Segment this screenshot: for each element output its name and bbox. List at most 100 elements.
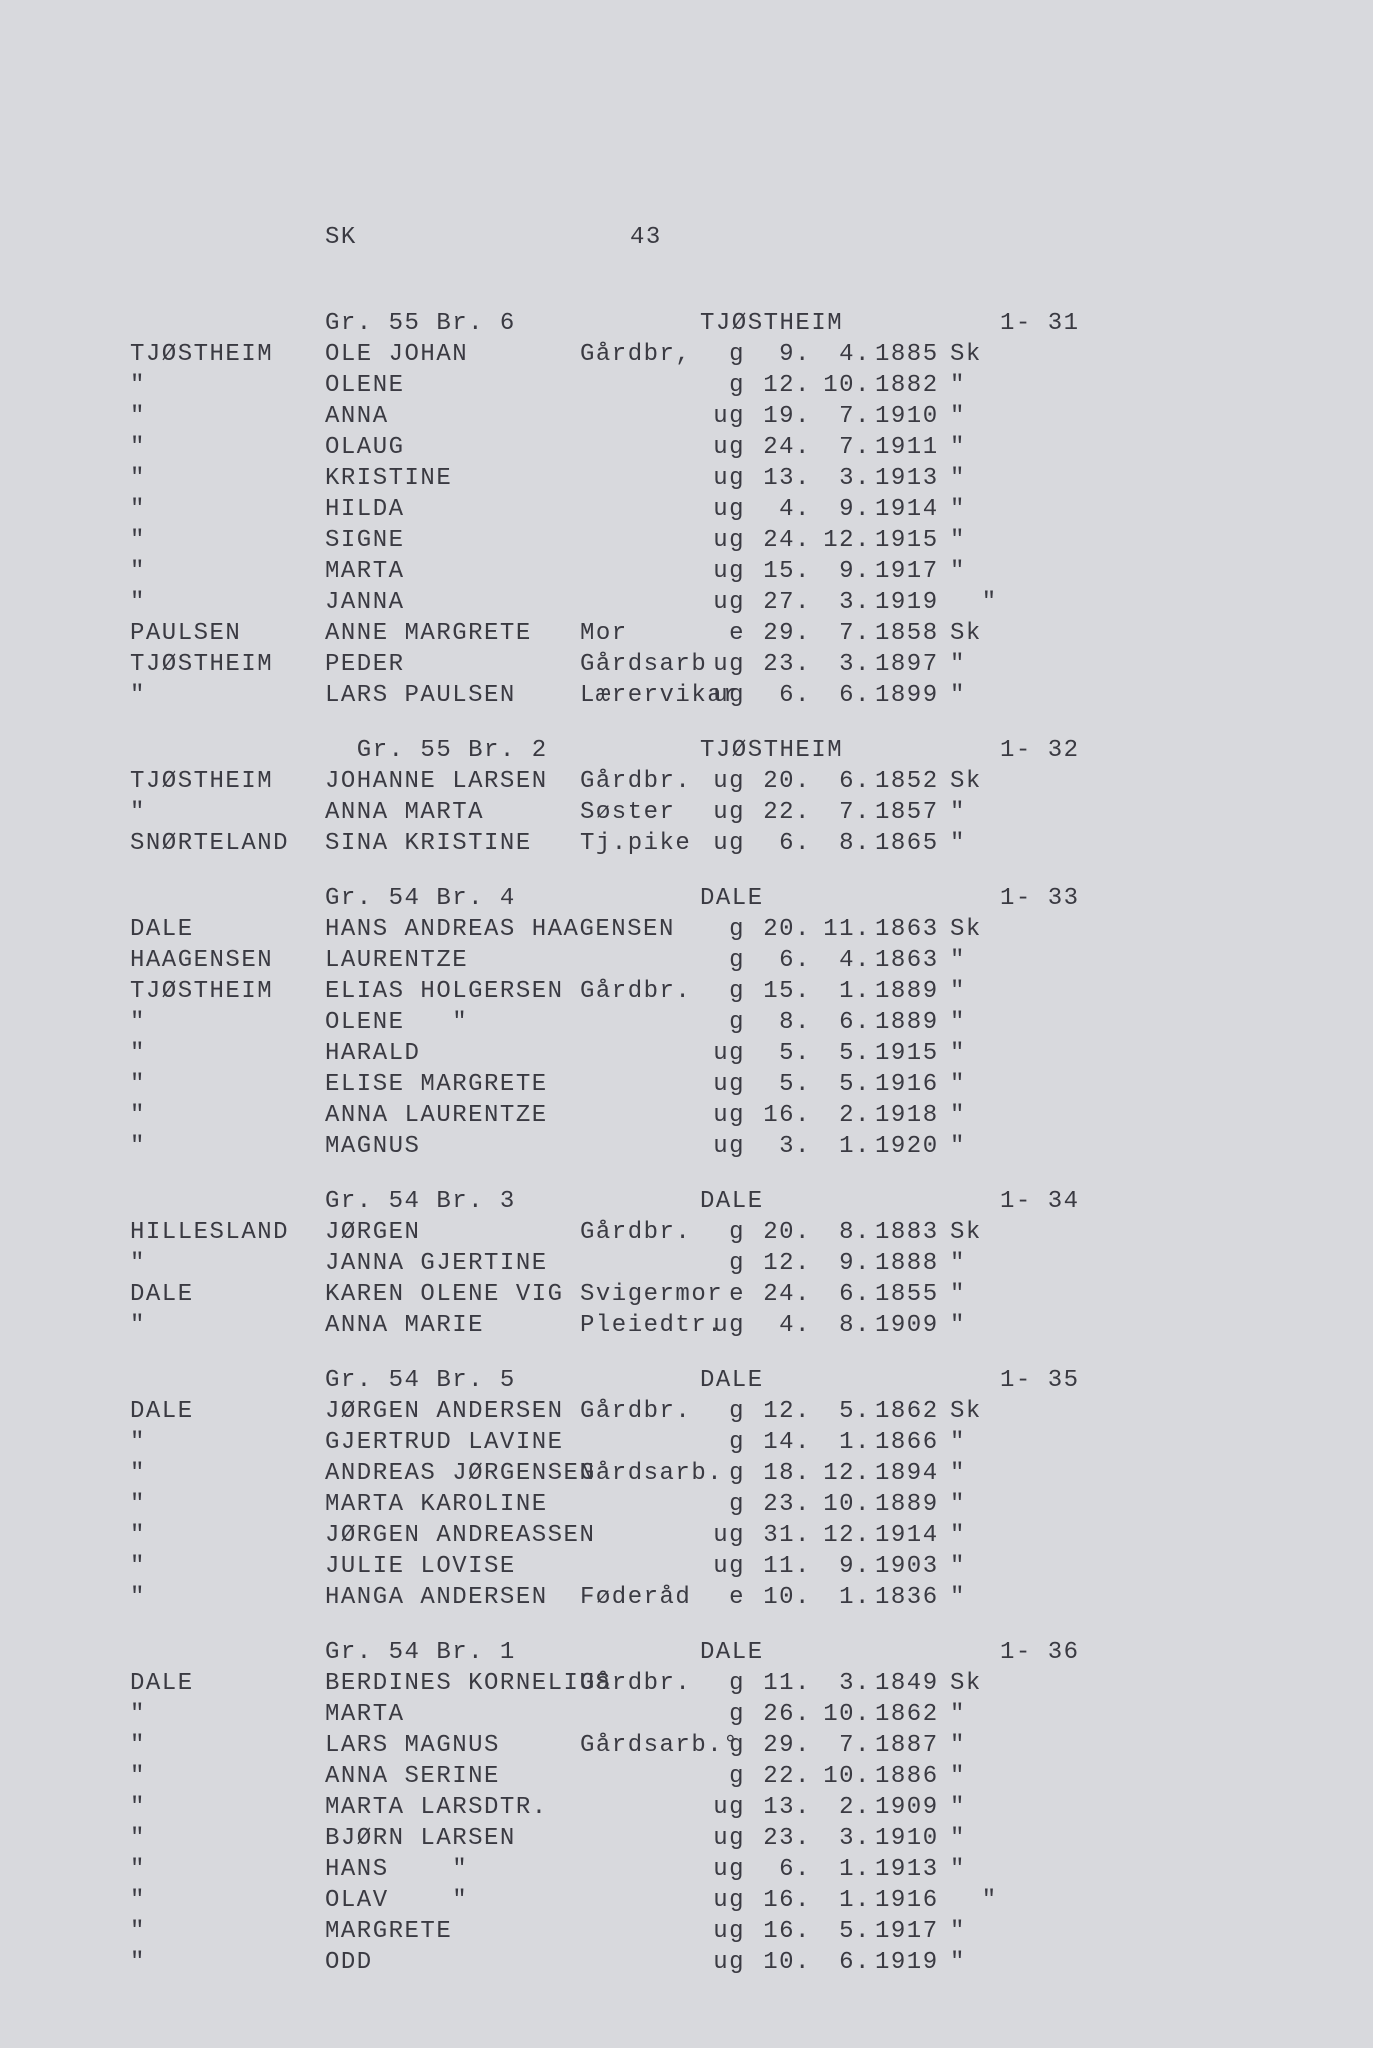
surname: " [130, 432, 310, 463]
source: " [950, 1885, 998, 1916]
section-code: 1- 36 [1000, 1637, 1080, 1668]
record-row: "HARALDug5.5.1915" [130, 1038, 1280, 1069]
record-row: PAULSENANNE MARGRETEMore29.7.1858Sk [130, 618, 1280, 649]
dot: . [855, 556, 871, 587]
status: ug [700, 1100, 745, 1131]
surname: " [130, 680, 310, 711]
year: 1858 [875, 618, 939, 649]
status: ug [700, 766, 745, 797]
dot: . [855, 680, 871, 711]
dot: . [855, 1551, 871, 1582]
year: 1888 [875, 1248, 939, 1279]
day: 10 [750, 1582, 795, 1613]
surname: " [130, 1038, 310, 1069]
source: " [950, 401, 966, 432]
surname: " [130, 1248, 310, 1279]
dot: . [795, 1823, 811, 1854]
dot: . [855, 649, 871, 680]
year: 1903 [875, 1551, 939, 1582]
month: 1 [810, 976, 855, 1007]
month: 6 [810, 1279, 855, 1310]
source: " [950, 1248, 966, 1279]
given-name: MAGNUS [325, 1131, 645, 1162]
dot: . [795, 1885, 811, 1916]
status: ug [700, 1069, 745, 1100]
year: 1836 [875, 1582, 939, 1613]
source: Sk [950, 1396, 982, 1427]
month: 5 [810, 1916, 855, 1947]
status: ug [700, 1885, 745, 1916]
dot: . [795, 797, 811, 828]
surname: PAULSEN [130, 618, 310, 649]
section-location: DALE [700, 1637, 764, 1668]
month: 12 [810, 1458, 855, 1489]
status: e [700, 618, 745, 649]
record-row: "ANNA MARTASøsterug22.7.1857" [130, 797, 1280, 828]
status: g [700, 1396, 745, 1427]
source: Sk [950, 914, 982, 945]
status: ug [700, 1823, 745, 1854]
surname: " [130, 525, 310, 556]
status: ug [700, 1131, 745, 1162]
dot: . [795, 339, 811, 370]
given-name: MARTA KAROLINE [325, 1489, 645, 1520]
year: 1889 [875, 1489, 939, 1520]
given-name: HANS " [325, 1854, 645, 1885]
dot: . [795, 1458, 811, 1489]
year: 1894 [875, 1458, 939, 1489]
status: g [700, 370, 745, 401]
source: " [950, 1582, 966, 1613]
dot: . [855, 1310, 871, 1341]
given-name: JULIE LOVISE [325, 1551, 645, 1582]
source: " [950, 432, 966, 463]
month: 1 [810, 1885, 855, 1916]
section-code: 1- 31 [1000, 308, 1080, 339]
day: 20 [750, 766, 795, 797]
month: 9 [810, 1551, 855, 1582]
given-name: JANNA [325, 587, 645, 618]
record-row: DALEHANS ANDREAS HAAGENSENg20.11.1863Sk [130, 914, 1280, 945]
dot: . [795, 945, 811, 976]
given-name: OLAV " [325, 1885, 645, 1916]
day: 29 [750, 1730, 795, 1761]
section-header: Gr. 55 Br. 6TJØSTHEIM1- 31 [130, 308, 1280, 339]
record-row: "JANNAug27.3.1919 " [130, 587, 1280, 618]
day: 24 [750, 432, 795, 463]
record-row: "ELISE MARGRETEug5.5.1916" [130, 1069, 1280, 1100]
status: ug [700, 1854, 745, 1885]
given-name: OLENE [325, 370, 645, 401]
year: 1920 [875, 1131, 939, 1162]
given-name: ELISE MARGRETE [325, 1069, 645, 1100]
record-row: "HILDAug4.9.1914" [130, 494, 1280, 525]
month: 4 [810, 339, 855, 370]
section-code: 1- 32 [1000, 735, 1080, 766]
source: " [950, 680, 966, 711]
surname: " [130, 1792, 310, 1823]
month: 8 [810, 828, 855, 859]
day: 16 [750, 1916, 795, 1947]
surname: " [130, 1854, 310, 1885]
status: g [700, 1489, 745, 1520]
month: 5 [810, 1396, 855, 1427]
year: 1909 [875, 1792, 939, 1823]
section: Gr. 54 Br. 4DALE1- 33DALEHANS ANDREAS HA… [130, 883, 1280, 1162]
record-row: TJØSTHEIMOLE JOHANGårdbr,g9.4.1885Sk [130, 339, 1280, 370]
month: 3 [810, 649, 855, 680]
status: g [700, 339, 745, 370]
dot: . [855, 1069, 871, 1100]
dot: . [855, 401, 871, 432]
surname: " [130, 494, 310, 525]
status: ug [700, 649, 745, 680]
section-header: Gr. 54 Br. 4DALE1- 33 [130, 883, 1280, 914]
dot: . [855, 1730, 871, 1761]
surname: " [130, 1458, 310, 1489]
source: " [950, 556, 966, 587]
status: ug [700, 432, 745, 463]
given-name: OLENE " [325, 1007, 645, 1038]
given-name: MARTA [325, 556, 645, 587]
year: 1863 [875, 914, 939, 945]
status: ug [700, 1038, 745, 1069]
dot: . [855, 1007, 871, 1038]
month: 1 [810, 1427, 855, 1458]
day: 20 [750, 914, 795, 945]
